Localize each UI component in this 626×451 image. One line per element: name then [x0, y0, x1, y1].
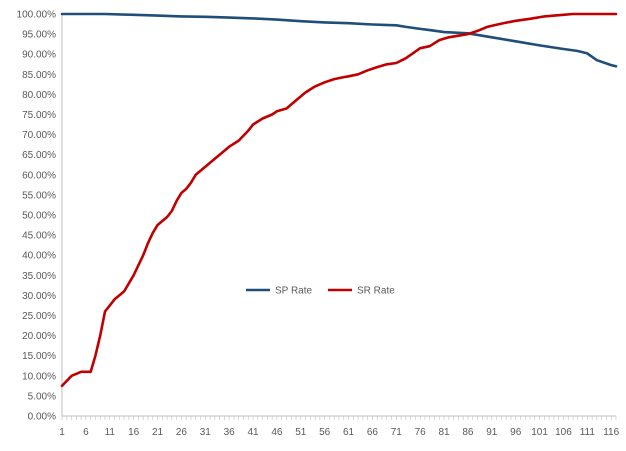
y-tick-label: 80.00%	[22, 90, 56, 101]
x-tick-label: 106	[555, 427, 572, 438]
y-tick-label: 75.00%	[22, 110, 56, 121]
x-tick-label: 66	[367, 427, 379, 438]
legend-item-sr-rate: SR Rate	[328, 286, 395, 297]
x-tick-label: 101	[531, 427, 548, 438]
x-tick-label: 56	[319, 427, 331, 438]
y-tick-label: 25.00%	[22, 311, 56, 322]
x-tick-label: 46	[271, 427, 283, 438]
y-tick-label: 40.00%	[22, 251, 56, 262]
legend-label: SP Rate	[275, 286, 312, 297]
y-tick-label: 15.00%	[22, 351, 56, 362]
x-tick-label: 96	[510, 427, 522, 438]
y-tick-label: 5.00%	[28, 391, 56, 402]
y-tick-label: 85.00%	[22, 70, 56, 81]
y-tick-label: 95.00%	[22, 30, 56, 41]
y-tick-label: 65.00%	[22, 150, 56, 161]
x-tick-label: 6	[83, 427, 89, 438]
y-tick-label: 70.00%	[22, 130, 56, 141]
y-tick-label: 100.00%	[17, 10, 57, 21]
legend-label: SR Rate	[357, 286, 395, 297]
x-tick-label: 11	[105, 427, 116, 438]
x-tick-label: 16	[128, 427, 140, 438]
legend: SP Rate SR Rate	[246, 286, 395, 297]
axes-layer	[61, 14, 617, 420]
y-tick-label: 45.00%	[22, 231, 56, 242]
series-layer	[60, 12, 618, 388]
x-tick-label: 21	[152, 427, 164, 438]
x-tick-label: 81	[439, 427, 451, 438]
x-tick-label: 51	[295, 427, 307, 438]
x-tick-label: 71	[391, 427, 403, 438]
legend-item-sp-rate: SP Rate	[246, 286, 312, 297]
x-tick-label: 116	[603, 427, 619, 438]
series-line-sp-rate	[60, 12, 618, 68]
y-tick-label: 55.00%	[22, 190, 56, 201]
y-tick-label: 30.00%	[22, 291, 56, 302]
y-tick-label: 35.00%	[22, 271, 56, 282]
x-tick-label: 26	[176, 427, 188, 438]
y-tick-label: 0.00%	[28, 412, 56, 423]
y-tick-label: 10.00%	[22, 371, 56, 382]
y-axis-labels: 0.00% 5.00% 10.00% 15.00% 20.00% 25.00% 30.00%…	[17, 10, 57, 423]
y-tick-label: 60.00%	[22, 170, 56, 181]
x-tick-label: 91	[486, 427, 498, 438]
x-tick-label: 86	[462, 427, 474, 438]
x-tick-label: 36	[224, 427, 236, 438]
x-tick-label: 111	[580, 427, 596, 438]
series-line-sr-rate	[60, 12, 618, 388]
y-tick-label: 50.00%	[22, 211, 56, 222]
x-tick-label: 31	[200, 427, 212, 438]
x-tick-label: 61	[343, 427, 355, 438]
y-tick-label: 20.00%	[22, 331, 56, 342]
x-tick-label: 1	[59, 427, 65, 438]
x-tick-label: 76	[415, 427, 427, 438]
x-axis-labels: 1 6 11 16 21 26 31 36 41 46 51 56 61 66 71 76 81 86 91 96 10…	[59, 427, 619, 438]
y-tick-label: 90.00%	[22, 50, 56, 61]
x-tick-label: 41	[247, 427, 259, 438]
